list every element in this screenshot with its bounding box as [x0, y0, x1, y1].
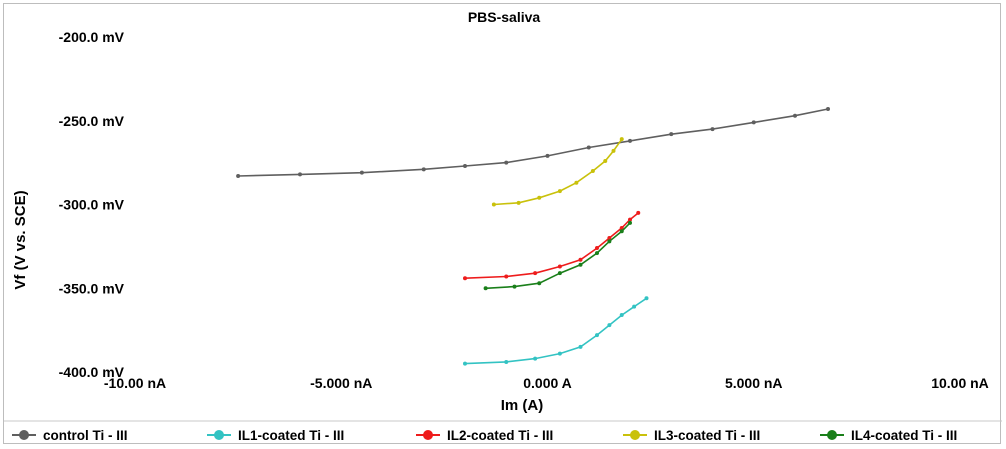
data-point — [512, 284, 517, 289]
data-point — [619, 225, 624, 230]
x-tick-label: 5.000 nA — [725, 375, 783, 391]
data-point — [504, 359, 509, 364]
data-point — [578, 262, 583, 267]
data-point — [545, 153, 550, 158]
data-point — [421, 167, 426, 172]
data-point — [628, 138, 632, 143]
data-point — [603, 158, 608, 163]
y-tick-label: -300.0 mV — [59, 197, 125, 213]
chart-title: PBS-saliva — [468, 9, 541, 25]
y-tick-label: -400.0 mV — [59, 364, 125, 380]
x-tick-label: -10.00 nA — [104, 375, 166, 391]
legend-label: IL4-coated Ti - III — [851, 428, 957, 443]
data-point — [504, 160, 509, 165]
data-point — [463, 163, 467, 168]
data-point — [557, 189, 562, 194]
data-point — [298, 172, 302, 177]
data-point — [557, 264, 562, 269]
data-point — [595, 246, 599, 251]
x-tick-label: -5.000 nA — [310, 375, 372, 391]
data-point — [586, 145, 591, 150]
data-point — [628, 217, 632, 222]
legend-item: control Ti - III — [12, 428, 128, 443]
data-point — [607, 236, 612, 240]
data-point — [463, 276, 467, 281]
series-line — [485, 222, 631, 290]
series-line — [464, 212, 639, 279]
data-point — [607, 323, 612, 328]
legend-marker — [214, 430, 224, 440]
data-point — [611, 148, 616, 153]
data-point — [359, 170, 364, 175]
data-point — [607, 239, 612, 244]
data-point — [491, 202, 496, 207]
data-point — [595, 333, 599, 338]
series-3 — [463, 210, 641, 281]
data-point — [619, 137, 624, 142]
legend-item: IL3-coated Ti - III — [623, 428, 760, 443]
y-axis: -200.0 mV -250.0 mV -300.0 mV -350.0 mV -400… — [59, 29, 125, 380]
legend-label: IL2-coated Ti - III — [447, 428, 553, 443]
plot-area — [236, 107, 830, 366]
legend: control Ti - III IL1-coated Ti - III IL2-c… — [12, 428, 957, 443]
data-point — [636, 210, 641, 215]
data-point — [533, 271, 538, 276]
data-point — [710, 127, 715, 132]
data-point — [557, 351, 562, 356]
data-point — [578, 344, 583, 349]
legend-label: control Ti - III — [43, 428, 128, 443]
data-point — [537, 281, 542, 286]
x-tick-label: 0.000 A — [523, 375, 572, 391]
legend-marker — [827, 430, 837, 440]
data-point — [574, 180, 579, 185]
data-point — [236, 174, 241, 179]
data-point — [590, 169, 595, 173]
data-point — [578, 257, 583, 262]
legend-label: IL1-coated Ti - III — [238, 428, 344, 443]
x-axis-label: Im (A) — [501, 397, 544, 414]
data-point — [619, 313, 624, 318]
legend-item: IL2-coated Ti - III — [416, 428, 553, 443]
y-tick-label: -250.0 mV — [59, 113, 125, 129]
series-5 — [483, 220, 632, 291]
series-line — [464, 297, 647, 365]
data-point — [826, 107, 830, 112]
data-point — [504, 274, 509, 279]
series-1 — [236, 107, 830, 179]
legend-label: IL3-coated Ti - III — [654, 428, 760, 443]
data-point — [595, 251, 599, 256]
data-point — [557, 271, 562, 276]
data-point — [669, 132, 674, 137]
legend-marker — [423, 430, 433, 440]
data-point — [751, 120, 756, 125]
data-point — [619, 229, 624, 234]
data-point — [537, 195, 542, 200]
chart-frame — [3, 3, 1001, 444]
series-4 — [491, 137, 624, 207]
data-point — [483, 286, 488, 291]
data-point — [644, 296, 649, 301]
data-point — [793, 113, 797, 118]
data-point — [463, 361, 467, 366]
data-point — [632, 304, 637, 309]
x-axis: -10.00 nA -5.000 nA 0.000 A 5.000 nA 10.00 n… — [104, 375, 989, 391]
legend-marker — [630, 430, 640, 440]
y-axis-label: Vf (V vs. SCE) — [12, 190, 29, 289]
series-line — [493, 138, 623, 206]
series-line — [238, 108, 829, 177]
data-point — [516, 200, 521, 205]
x-tick-label: 10.00 nA — [931, 375, 989, 391]
legend-item: IL4-coated Ti - III — [820, 428, 957, 443]
legend-marker — [19, 430, 29, 440]
y-tick-label: -200.0 mV — [59, 29, 125, 45]
data-point — [533, 356, 538, 361]
series-2 — [463, 296, 649, 366]
y-tick-label: -350.0 mV — [59, 280, 125, 296]
legend-item: IL1-coated Ti - III — [207, 428, 344, 443]
data-point — [628, 220, 632, 225]
